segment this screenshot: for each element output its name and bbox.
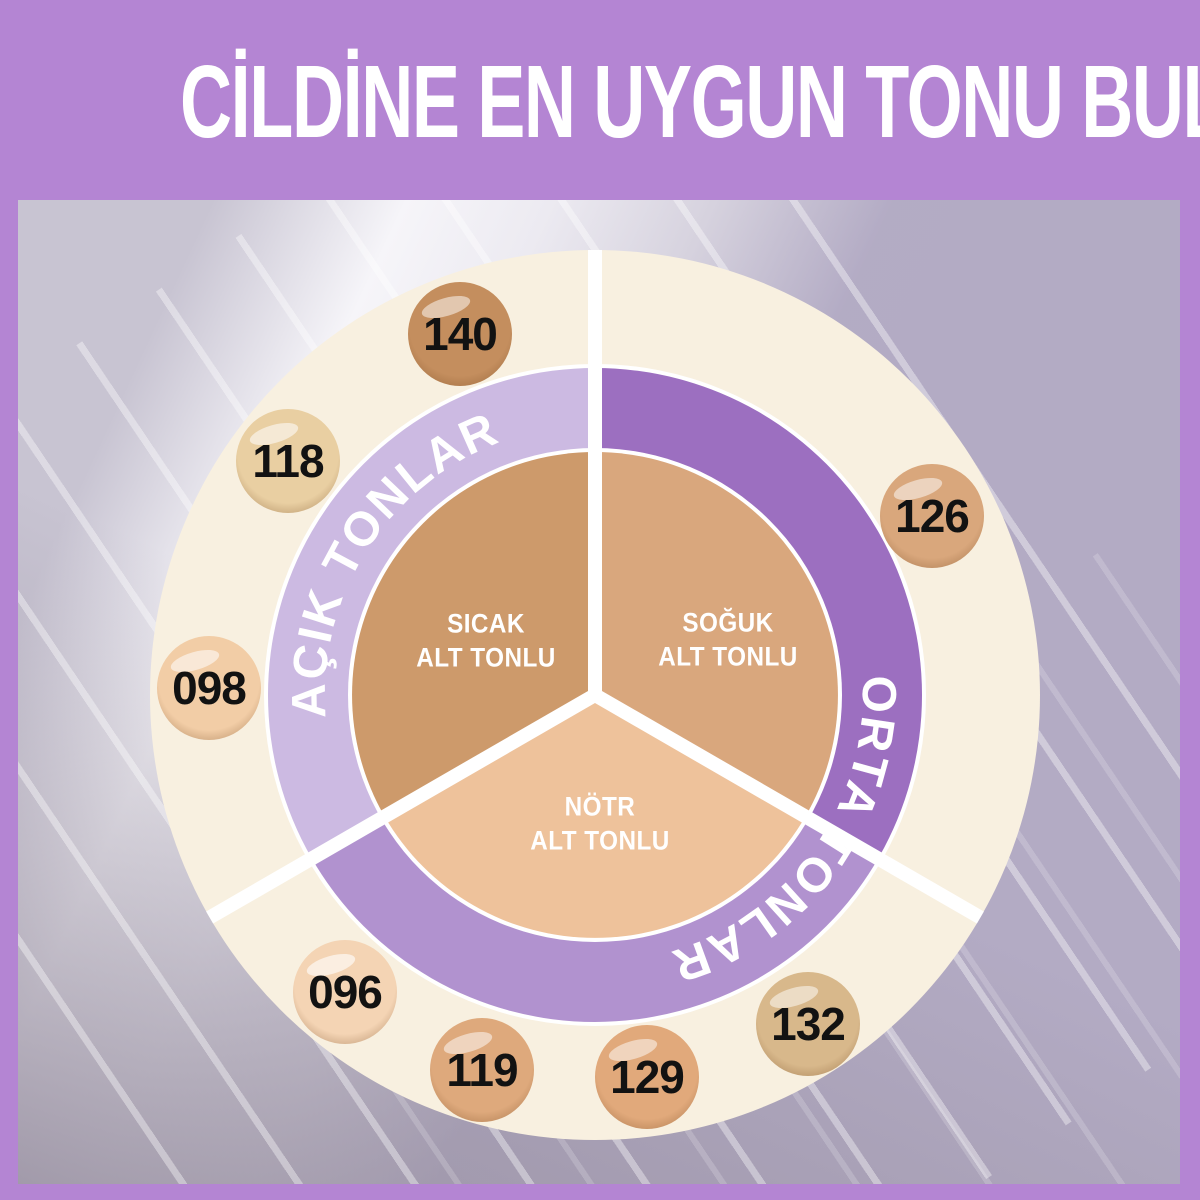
- undertone-line1: SOĞUK: [682, 607, 774, 638]
- undertone-line1: NÖTR: [564, 791, 636, 822]
- shade-swatch-132: 132: [756, 972, 860, 1076]
- undertone-label-sicak: SICAK ALT TONLU: [416, 607, 555, 675]
- shade-swatch-118: 118: [236, 409, 340, 513]
- shade-number: 096: [308, 966, 382, 1018]
- tone-wheel: AÇIK TONLAR ORTA TONLAR 140 118 098 126 …: [150, 250, 1040, 1140]
- wedge-notr: [384, 695, 806, 938]
- shade-swatch-140: 140: [408, 282, 512, 386]
- shade-swatch-119: 119: [430, 1018, 534, 1122]
- shade-number: 132: [771, 998, 845, 1050]
- undertone-line1: SICAK: [447, 608, 525, 639]
- swatch-gloss: [769, 985, 819, 1009]
- undertone-label-soguk: SOĞUK ALT TONLU: [658, 606, 797, 674]
- swatch-gloss: [249, 422, 299, 446]
- swatch-gloss: [170, 649, 220, 673]
- shade-number: 140: [423, 308, 497, 360]
- swatch-gloss: [608, 1038, 658, 1062]
- swatch-gloss: [421, 295, 471, 319]
- shade-swatch-096: 096: [293, 940, 397, 1044]
- shade-swatch-098: 098: [157, 636, 261, 740]
- swatch-gloss: [443, 1031, 493, 1055]
- shade-number: 098: [172, 662, 246, 714]
- swatch-gloss: [306, 953, 356, 977]
- undertone-label-notr: NÖTR ALT TONLU: [530, 790, 669, 858]
- shade-swatch-129: 129: [595, 1025, 699, 1129]
- shade-number: 129: [610, 1051, 684, 1103]
- undertone-line2: ALT TONLU: [416, 642, 556, 672]
- divider-line-lower-right: [591, 688, 984, 924]
- undertone-line2: ALT TONLU: [530, 825, 670, 855]
- divider-line-top: [588, 250, 602, 695]
- page-title: CİLDİNE EN UYGUN TONU BUL: [180, 44, 1200, 159]
- shade-swatch-126: 126: [880, 464, 984, 568]
- shade-number: 126: [895, 490, 969, 542]
- swatch-gloss: [893, 477, 943, 501]
- shade-number: 118: [252, 435, 324, 487]
- shade-number: 119: [446, 1044, 517, 1096]
- undertone-line2: ALT TONLU: [658, 641, 798, 671]
- divider-line-lower-left: [206, 688, 599, 924]
